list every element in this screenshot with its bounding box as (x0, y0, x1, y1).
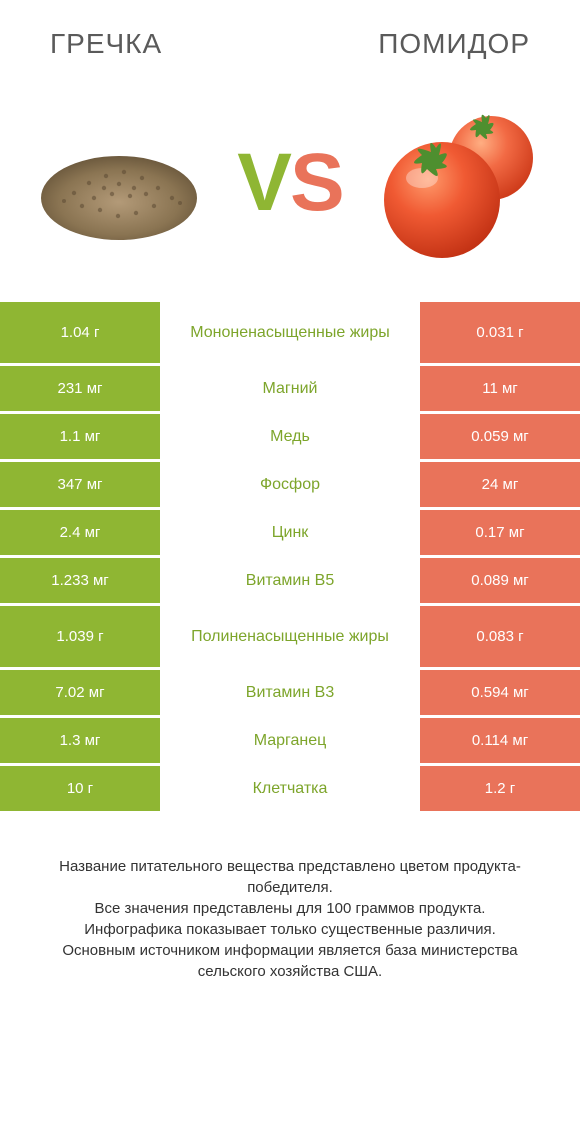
table-row: 1.3 мгМарганец0.114 мг (0, 718, 580, 766)
left-value: 1.3 мг (0, 718, 160, 763)
nutrient-label: Витамин B3 (160, 670, 420, 715)
table-row: 2.4 мгЦинк0.17 мг (0, 510, 580, 558)
right-value: 1.2 г (420, 766, 580, 811)
left-value: 1.233 мг (0, 558, 160, 603)
nutrient-label: Магний (160, 366, 420, 411)
left-value: 2.4 мг (0, 510, 160, 555)
comparison-table: 1.04 гМононенасыщенные жиры0.031 г231 мг… (0, 302, 580, 814)
left-value: 1.04 г (0, 302, 160, 363)
right-value: 0.031 г (420, 302, 580, 363)
nutrient-label: Витамин B5 (160, 558, 420, 603)
right-value: 0.114 мг (420, 718, 580, 763)
vs-s: S (290, 142, 343, 224)
right-value: 0.083 г (420, 606, 580, 667)
table-row: 7.02 мгВитамин B30.594 мг (0, 670, 580, 718)
infographic: ГРЕЧКА ПОМИДОР (0, 0, 580, 1144)
nutrient-label: Цинк (160, 510, 420, 555)
table-row: 1.04 гМононенасыщенные жиры0.031 г (0, 302, 580, 366)
footer-note: Название питательного вещества представл… (0, 814, 580, 982)
nutrient-label: Марганец (160, 718, 420, 763)
footer-line: Название питательного вещества представл… (28, 856, 552, 898)
right-value: 0.089 мг (420, 558, 580, 603)
table-row: 10 гКлетчатка1.2 г (0, 766, 580, 814)
left-value: 347 мг (0, 462, 160, 507)
vs-v: V (237, 142, 290, 224)
right-value: 0.594 мг (420, 670, 580, 715)
buckwheat-image (34, 98, 204, 268)
left-title: ГРЕЧКА (50, 28, 162, 60)
table-row: 1.233 мгВитамин B50.089 мг (0, 558, 580, 606)
nutrient-label: Клетчатка (160, 766, 420, 811)
nutrient-label: Мононенасыщенные жиры (160, 302, 420, 363)
tomato-image (376, 98, 546, 268)
left-value: 1.039 г (0, 606, 160, 667)
left-value: 7.02 мг (0, 670, 160, 715)
left-value: 1.1 мг (0, 414, 160, 459)
hero-row: V S (0, 70, 580, 302)
footer-line: Инфографика показывает только существенн… (28, 919, 552, 940)
right-value: 11 мг (420, 366, 580, 411)
left-value: 10 г (0, 766, 160, 811)
table-row: 1.1 мгМедь0.059 мг (0, 414, 580, 462)
right-value: 24 мг (420, 462, 580, 507)
footer-line: Основным источником информации является … (28, 940, 552, 982)
titles-row: ГРЕЧКА ПОМИДОР (0, 0, 580, 70)
right-value: 0.059 мг (420, 414, 580, 459)
nutrient-label: Фосфор (160, 462, 420, 507)
table-row: 347 мгФосфор24 мг (0, 462, 580, 510)
table-row: 1.039 гПолиненасыщенные жиры0.083 г (0, 606, 580, 670)
footer-line: Все значения представлены для 100 граммо… (28, 898, 552, 919)
right-title: ПОМИДОР (378, 28, 530, 60)
right-value: 0.17 мг (420, 510, 580, 555)
table-row: 231 мгМагний11 мг (0, 366, 580, 414)
vs-label: V S (237, 142, 342, 224)
nutrient-label: Медь (160, 414, 420, 459)
left-value: 231 мг (0, 366, 160, 411)
nutrient-label: Полиненасыщенные жиры (160, 606, 420, 667)
